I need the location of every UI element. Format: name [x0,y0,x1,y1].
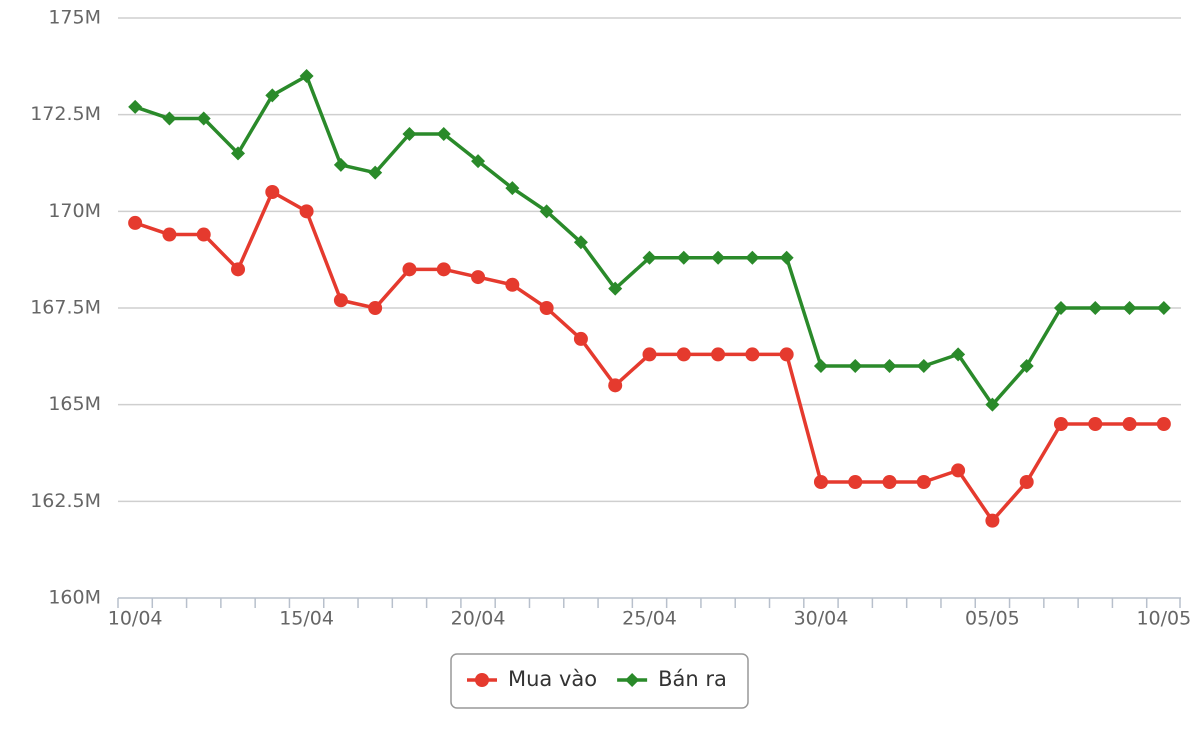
point [813,359,828,373]
point [608,378,623,393]
point [333,157,348,172]
point [162,227,177,242]
point [471,270,486,285]
point [882,359,897,373]
y-tick-label: 167.5M [30,297,101,319]
legend-item[interactable]: Mua vào [467,667,597,691]
point [368,165,383,180]
point [916,359,931,373]
point [128,99,143,114]
point [642,250,657,265]
point [402,262,417,277]
point [779,347,794,362]
point [471,154,486,169]
legend-label[interactable]: Mua vào [508,667,597,691]
legend: Mua vào Bán ra [450,653,749,709]
point [813,475,828,489]
x-tick-label: 10/05 [1136,608,1191,630]
point [848,475,863,489]
x-tick-label: 20/04 [451,608,506,630]
point [608,281,623,296]
point [779,250,794,265]
point [231,146,246,161]
point [1156,417,1171,431]
point [368,301,383,315]
legend-box [450,653,749,709]
point [505,181,520,196]
point [951,347,966,362]
y-tick-label: 170M [48,200,101,222]
y-tick-label: 162.5M [30,490,101,512]
point [1122,301,1137,315]
x-tick-label: 25/04 [622,608,677,630]
x-tick-label: 15/04 [279,608,334,630]
point [333,293,348,308]
point [916,475,931,489]
point [676,347,691,362]
point [985,397,1000,412]
point [573,331,588,346]
point [1088,301,1103,315]
point [539,301,554,315]
y-tick-label: 165M [48,393,101,415]
point [676,250,691,265]
point [299,69,314,83]
point [436,262,451,277]
point [573,235,588,250]
point [265,88,280,103]
x-tick-label: 05/05 [965,608,1020,630]
point [1019,475,1034,489]
legend-label[interactable]: Bán ra [658,667,727,691]
x-tick-label: 30/04 [794,608,849,630]
point [1053,301,1068,315]
point [951,463,966,478]
point [642,347,657,362]
point [539,204,554,219]
point [745,347,760,362]
point [745,250,760,265]
point [1122,417,1137,431]
x-tick-label: 10/04 [108,608,163,630]
point [1156,301,1171,315]
point [505,277,520,292]
point [1053,417,1068,431]
point [128,215,143,230]
y-tick-label: 160M [48,587,101,609]
point [1088,417,1103,431]
legend-marker [625,673,640,687]
point [196,227,211,242]
point [711,250,726,265]
y-tick-label: 172.5M [30,103,101,125]
point [299,204,314,219]
point [711,347,726,362]
legend-item[interactable]: Bán ra [617,667,727,691]
point [231,262,246,277]
y-tick-label: 175M [48,7,101,29]
legend-marker [475,673,489,687]
point [848,359,863,373]
point [265,185,280,199]
point [402,127,417,141]
point [1019,359,1034,373]
point [196,111,211,126]
point [985,513,1000,528]
point [436,127,451,141]
point [162,111,177,126]
point [882,475,897,489]
